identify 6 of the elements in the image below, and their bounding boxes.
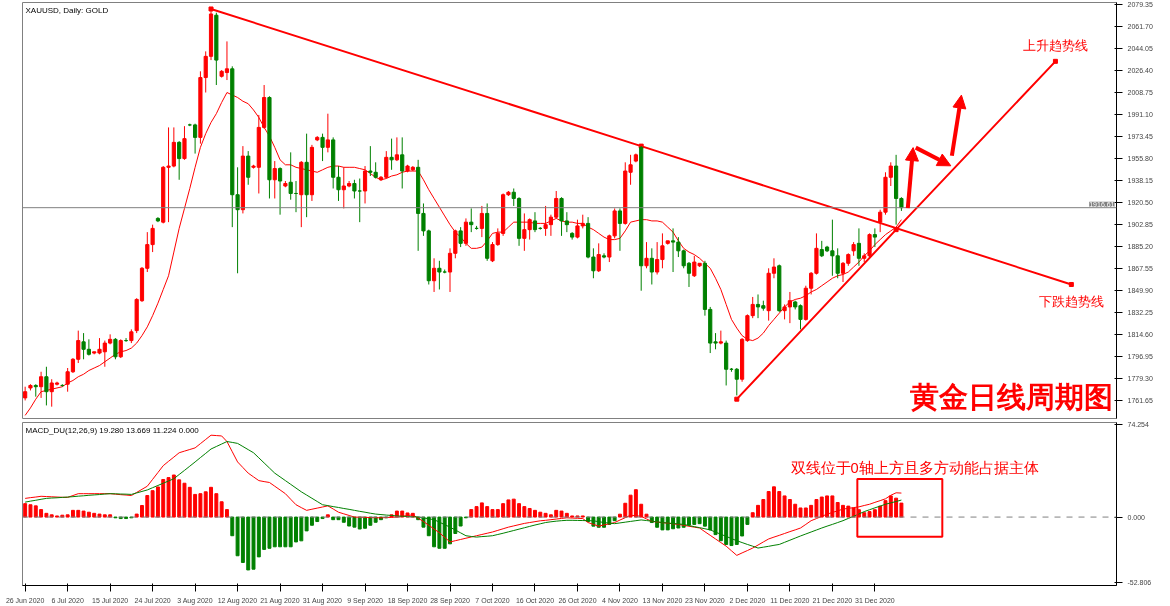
chart-title: MACD_DU(12,26,9) 19.280 13.669 11.224 0.000: [25, 425, 200, 435]
series-label: 下跌趋势线: [1038, 294, 1104, 310]
annotation: 双线位于0轴上方且多方动能占据主体: [790, 459, 1039, 476]
annotation: 黄金日线周期图: [908, 379, 1113, 413]
series-label: 上升趋势线: [1022, 38, 1088, 54]
chart-title: XAUUSD, Daily: GOLD: [25, 5, 109, 15]
